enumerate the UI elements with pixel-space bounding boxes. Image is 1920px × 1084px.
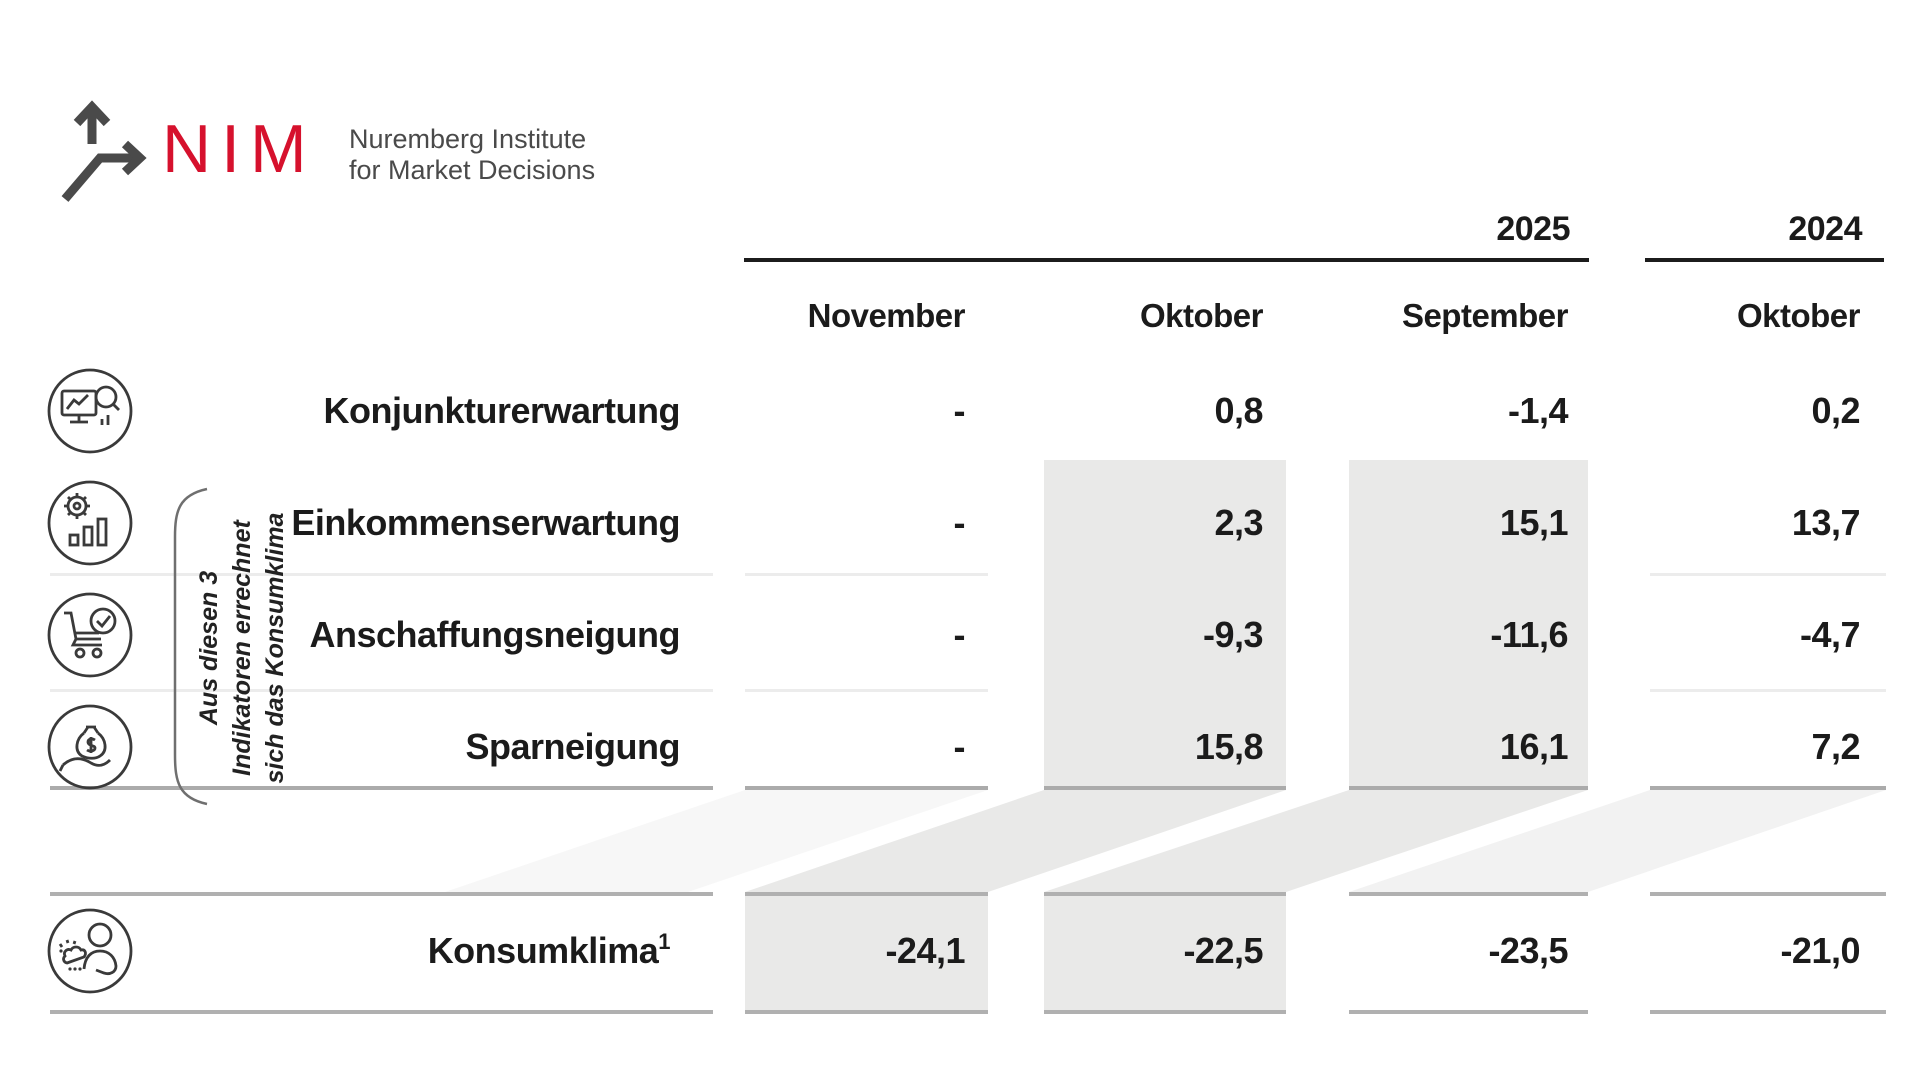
row-label-sparneigung: Sparneigung	[465, 726, 680, 767]
year-2024-underline	[1645, 258, 1884, 262]
row-label-anschaffungsneigung: Anschaffungsneigung	[309, 614, 681, 655]
institute-name-line2: for Market Decisions	[349, 155, 596, 185]
konsumklima-top-rule	[1349, 892, 1588, 896]
row-divider	[50, 689, 713, 692]
konsumklima-cell-november	[745, 894, 988, 1012]
konsumklima-bottom-rule	[50, 1010, 713, 1014]
konsumklima-bottom-rule	[1044, 1010, 1286, 1014]
cell-einkommen-oktober24: 13,7	[1791, 502, 1861, 543]
cell-spar-november: -	[953, 726, 966, 767]
year-2025-underline	[744, 258, 1589, 262]
konsumklima-top-rule	[1044, 892, 1286, 896]
year-header-2025: 2025	[1496, 210, 1570, 248]
cell-anschaffung-september: -11,6	[1490, 614, 1568, 655]
nim-logo-text: NIM	[162, 111, 317, 187]
cell-konsumklima-oktober24: -21,0	[1780, 930, 1860, 971]
table-bottom-rule	[1349, 786, 1588, 790]
row-label-konsumklima: Konsumklima1	[200, 927, 671, 975]
cell-konjunktur-november: -	[953, 390, 966, 431]
konsumklima-top-rule	[745, 892, 988, 896]
highlight-band-september-2025	[1349, 460, 1588, 788]
cell-konjunktur-september: -1,4	[1507, 390, 1569, 431]
konsumklima-bottom-rule	[1349, 1010, 1588, 1014]
cell-anschaffung-oktober25: -9,3	[1202, 614, 1264, 655]
cell-spar-september: 16,1	[1499, 726, 1569, 767]
up-right-arrows-icon	[61, 100, 147, 202]
gear-chart-icon	[47, 480, 133, 566]
consumer-climate-icon	[47, 908, 133, 994]
year-header-2024: 2024	[1788, 210, 1862, 248]
table-bottom-rule	[1044, 786, 1286, 790]
cell-konjunktur-oktober24: 0,2	[1811, 390, 1860, 431]
cell-konsumklima-november: -24,1	[885, 930, 965, 971]
table-bottom-rule	[745, 786, 988, 790]
cell-anschaffung-oktober24: -4,7	[1799, 614, 1861, 655]
highlight-band-oktober-2025	[1044, 460, 1286, 788]
row-label-konjunkturerwartung: Konjunkturerwartung	[323, 390, 681, 431]
cell-einkommen-september: 15,1	[1499, 502, 1569, 543]
institute-name-line1: Nuremberg Institute	[349, 124, 587, 154]
row-divider	[1650, 689, 1886, 692]
cell-konsumklima-oktober25: -22,5	[1183, 930, 1263, 971]
shopping-cart-check-icon	[47, 592, 133, 678]
column-header-oktober-2025: Oktober	[1139, 297, 1264, 334]
row-divider	[50, 573, 713, 576]
cell-spar-oktober25: 15,8	[1194, 726, 1264, 767]
money-hand-icon	[47, 704, 133, 790]
table-bottom-rule	[1650, 786, 1886, 790]
konsumklima-top-rule	[50, 892, 713, 896]
institute-name: Nuremberg Institute for Market Decisions	[349, 124, 595, 186]
column-shift-flow-graphic	[445, 790, 1886, 892]
konsumklima-cell-oktober	[1044, 894, 1286, 1012]
cell-einkommen-oktober25: 2,3	[1214, 502, 1263, 543]
row-label-einkommenserwartung: Einkommenserwartung	[291, 502, 680, 543]
konsumklima-bottom-rule	[745, 1010, 988, 1014]
row-divider	[1650, 573, 1886, 576]
cell-anschaffung-november: -	[953, 614, 966, 655]
economy-monitor-icon	[47, 368, 133, 454]
cell-konjunktur-oktober25: 0,8	[1214, 390, 1263, 431]
table-bottom-rule	[50, 786, 713, 790]
konsumklima-label-text: Konsumklima	[427, 930, 659, 971]
column-header-oktober-2024: Oktober	[1736, 297, 1861, 334]
cell-einkommen-november: -	[953, 502, 966, 543]
konsumklima-top-rule	[1650, 892, 1886, 896]
row-divider	[745, 689, 988, 692]
footnote-marker: 1	[658, 929, 670, 954]
konsumklima-bottom-rule	[1650, 1010, 1886, 1014]
row-divider	[745, 573, 988, 576]
cell-spar-oktober24: 7,2	[1811, 726, 1860, 767]
column-header-september: September	[1401, 297, 1569, 334]
indicator-group-brace	[173, 487, 208, 806]
column-header-november: November	[807, 297, 966, 334]
cell-konsumklima-september: -23,5	[1488, 930, 1568, 971]
